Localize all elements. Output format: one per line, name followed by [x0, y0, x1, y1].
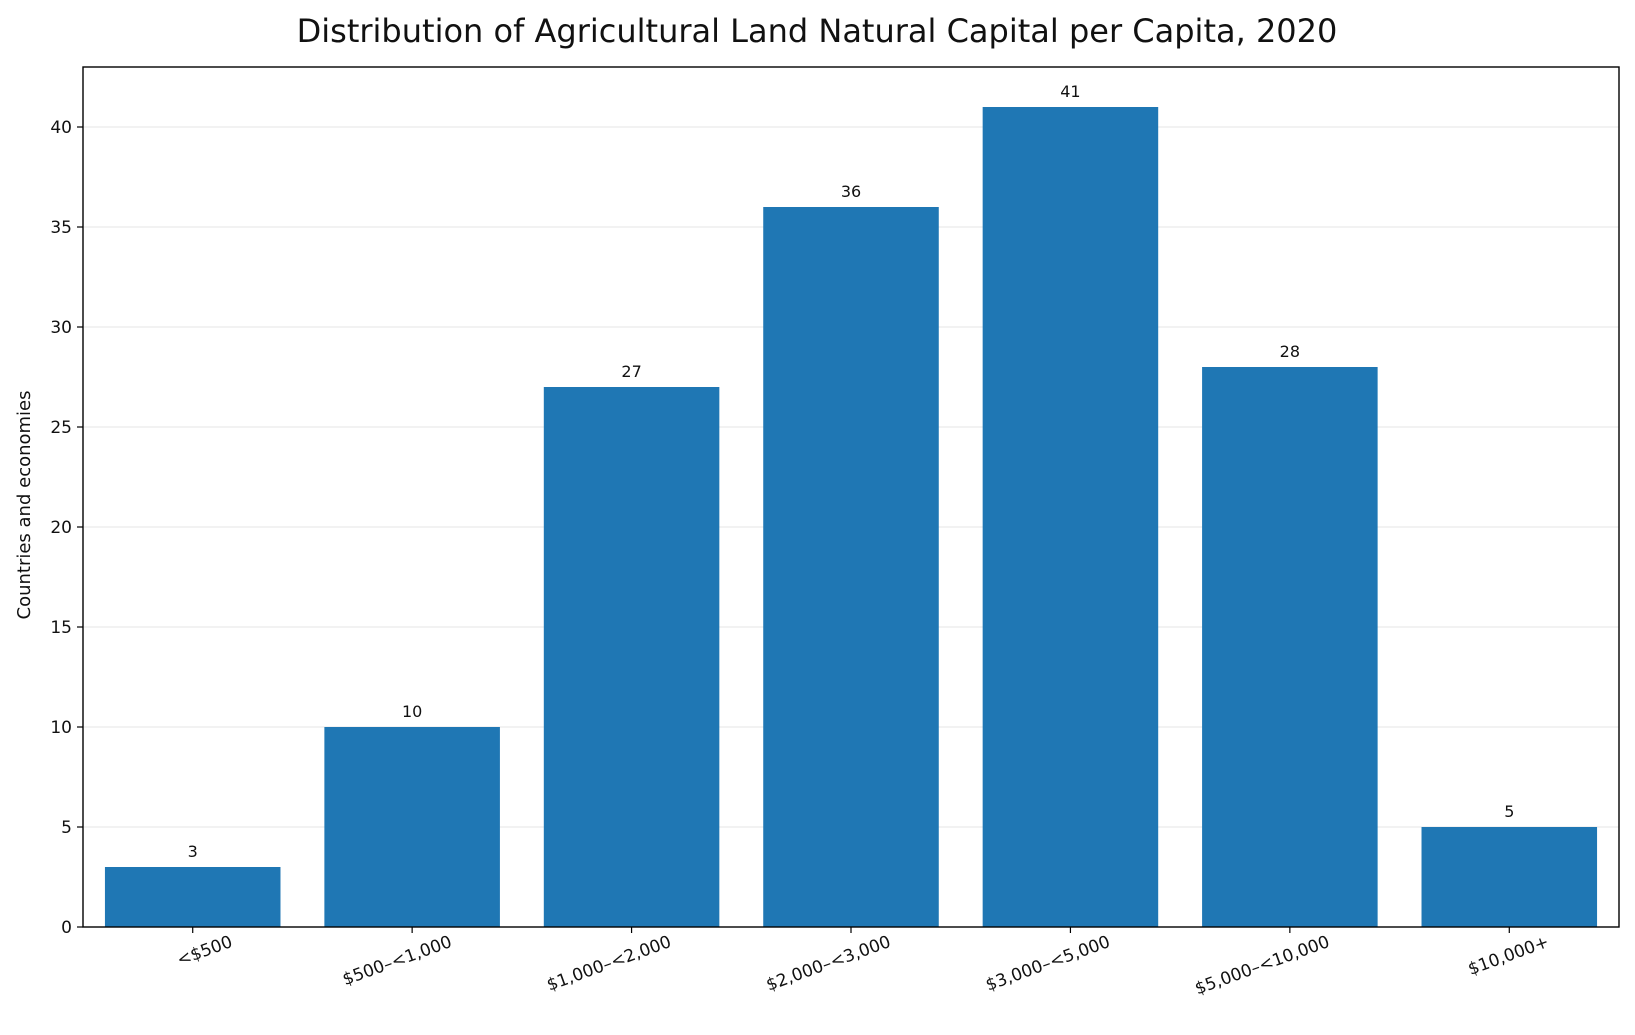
data-label-layer: 3 10 27 36 41 28 5: [188, 82, 1515, 861]
y-tick-label: 40: [50, 118, 72, 138]
bar-value-label: 10: [402, 702, 422, 721]
bar: [763, 207, 939, 927]
bar: [982, 107, 1159, 927]
y-tick-label: 20: [50, 518, 72, 538]
y-tick-label: 15: [50, 618, 72, 638]
y-tick-label: 10: [50, 718, 72, 738]
bar-value-label: 3: [188, 842, 198, 861]
y-axis-label: Countries and economies: [14, 390, 35, 619]
y-tick-label: 35: [50, 218, 72, 238]
bar: [543, 387, 720, 927]
plot-frame: [82, 66, 1620, 928]
bar: [324, 727, 500, 927]
bar-value-label: 27: [621, 362, 641, 381]
bar-layer: [104, 107, 1598, 927]
x-tick-label: $500–<1,000: [340, 932, 455, 990]
bar-value-label: 28: [1280, 342, 1300, 361]
y-tick-label: 0: [61, 918, 72, 938]
bar: [104, 867, 281, 927]
x-tick-label: $3,000–<5,000: [983, 932, 1113, 996]
x-tick-label: $10,000+: [1466, 932, 1552, 980]
bar: [1421, 827, 1598, 927]
x-tick-label: $1,000–<2,000: [544, 932, 674, 996]
y-tick-label: 5: [61, 818, 72, 838]
bar-value-label: 5: [1504, 802, 1514, 821]
chart-title: Distribution of Agricultural Land Natura…: [297, 12, 1338, 50]
bar-value-label: 41: [1060, 82, 1080, 101]
x-tick-label: $2,000–<3,000: [764, 932, 894, 996]
bar: [1202, 367, 1378, 927]
x-tick-label: <$500: [174, 932, 235, 970]
y-tick-label: 25: [50, 418, 72, 438]
bar-value-label: 36: [841, 182, 861, 201]
x-tick-label: $5,000–<10,000: [1192, 932, 1332, 999]
y-tick-label: 30: [50, 318, 72, 338]
